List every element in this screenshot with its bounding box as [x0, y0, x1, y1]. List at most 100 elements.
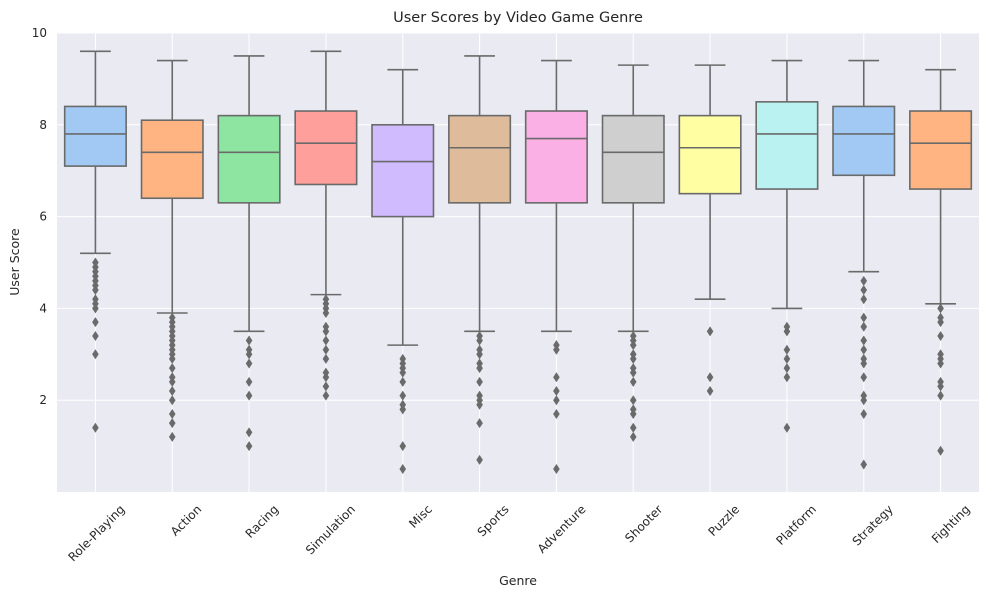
outlier-marker	[860, 275, 868, 286]
iqr-box	[294, 110, 358, 186]
y-tick-label: 4	[39, 301, 47, 315]
iqr-box	[909, 110, 973, 190]
outlier-marker	[168, 312, 176, 323]
outlier-marker	[629, 404, 637, 415]
outlier-marker	[322, 381, 330, 392]
outlier-marker	[783, 344, 791, 355]
outlier-marker	[783, 353, 791, 364]
outlier-marker	[322, 353, 330, 364]
outlier-marker	[783, 363, 791, 374]
outlier-marker	[629, 363, 637, 374]
outlier-marker	[322, 390, 330, 401]
outlier-marker	[629, 395, 637, 406]
outlier-marker	[476, 358, 483, 369]
y-tick-label: 10	[32, 26, 47, 40]
outlier-marker	[476, 376, 483, 387]
outlier-marker	[322, 294, 330, 305]
y-tick-label: 8	[39, 118, 47, 132]
outlier-marker	[706, 372, 714, 383]
outlier-marker	[553, 372, 560, 383]
outlier-marker	[322, 367, 330, 378]
iqr-box	[371, 124, 435, 218]
box-group	[601, 64, 665, 442]
outlier-marker	[476, 418, 483, 429]
outlier-marker	[629, 349, 637, 360]
outlier-marker	[92, 257, 99, 268]
box-group	[832, 59, 896, 470]
outlier-marker	[937, 303, 944, 314]
outlier-marker	[322, 344, 330, 355]
outlier-marker	[168, 408, 176, 419]
box-group	[217, 55, 281, 452]
outlier-marker	[937, 445, 944, 456]
y-tick-label: 6	[39, 210, 47, 224]
outlier-marker	[553, 464, 560, 475]
outlier-marker	[553, 340, 560, 351]
box-group	[678, 64, 742, 397]
outlier-marker	[245, 376, 253, 387]
outlier-marker	[168, 431, 176, 442]
outlier-marker	[245, 344, 253, 355]
box-group	[294, 50, 358, 401]
outlier-marker	[860, 285, 868, 296]
y-axis-title: User Score	[7, 228, 22, 296]
iqr-box	[63, 105, 127, 167]
box-group	[371, 68, 435, 475]
outlier-marker	[168, 418, 176, 429]
outlier-marker	[168, 386, 176, 397]
outlier-marker	[476, 454, 483, 465]
outlier-marker	[245, 335, 253, 346]
outlier-marker	[92, 294, 99, 305]
outlier-marker	[399, 399, 407, 410]
outlier-marker	[476, 390, 483, 401]
outlier-marker	[168, 395, 176, 406]
iqr-box	[832, 105, 896, 177]
outlier-marker	[706, 386, 714, 397]
outlier-marker	[245, 427, 253, 438]
outlier-marker	[783, 372, 791, 383]
box-group	[755, 59, 819, 433]
outlier-marker	[860, 344, 868, 355]
outlier-marker	[860, 321, 868, 332]
outlier-marker	[937, 330, 944, 341]
outlier-marker	[92, 349, 99, 360]
chart-title: User Scores by Video Game Genre	[393, 10, 643, 26]
outlier-marker	[937, 376, 944, 387]
outlier-marker	[860, 294, 868, 305]
outlier-marker	[322, 321, 330, 332]
outlier-marker	[783, 422, 791, 433]
box-group	[63, 50, 127, 433]
outlier-marker	[937, 390, 944, 401]
outlier-marker	[245, 358, 253, 369]
outlier-marker	[553, 395, 560, 406]
outlier-marker	[399, 353, 407, 364]
outlier-marker	[860, 408, 868, 419]
outlier-marker	[322, 335, 330, 346]
outlier-marker	[553, 386, 560, 397]
outlier-marker	[629, 431, 637, 442]
outlier-marker	[860, 459, 868, 470]
plot-area	[57, 33, 979, 492]
outlier-marker	[629, 330, 637, 341]
outlier-marker	[629, 376, 637, 387]
iqr-box	[217, 114, 281, 204]
outlier-marker	[629, 422, 637, 433]
outlier-marker	[860, 372, 868, 383]
outlier-marker	[399, 441, 407, 452]
box-group	[448, 55, 512, 465]
outlier-marker	[168, 363, 176, 374]
iqr-box	[524, 110, 588, 204]
box-layer	[63, 50, 973, 475]
box-group	[524, 59, 588, 475]
iqr-box	[678, 114, 742, 195]
outlier-marker	[399, 464, 407, 475]
outlier-marker	[399, 390, 407, 401]
outlier-marker	[92, 317, 99, 328]
outlier-marker	[860, 335, 868, 346]
y-tick-labels: 2 4 6 8 10	[32, 26, 47, 407]
outlier-marker	[860, 390, 868, 401]
outlier-marker	[860, 353, 868, 364]
outlier-marker	[92, 422, 99, 433]
iqr-box	[448, 114, 512, 204]
